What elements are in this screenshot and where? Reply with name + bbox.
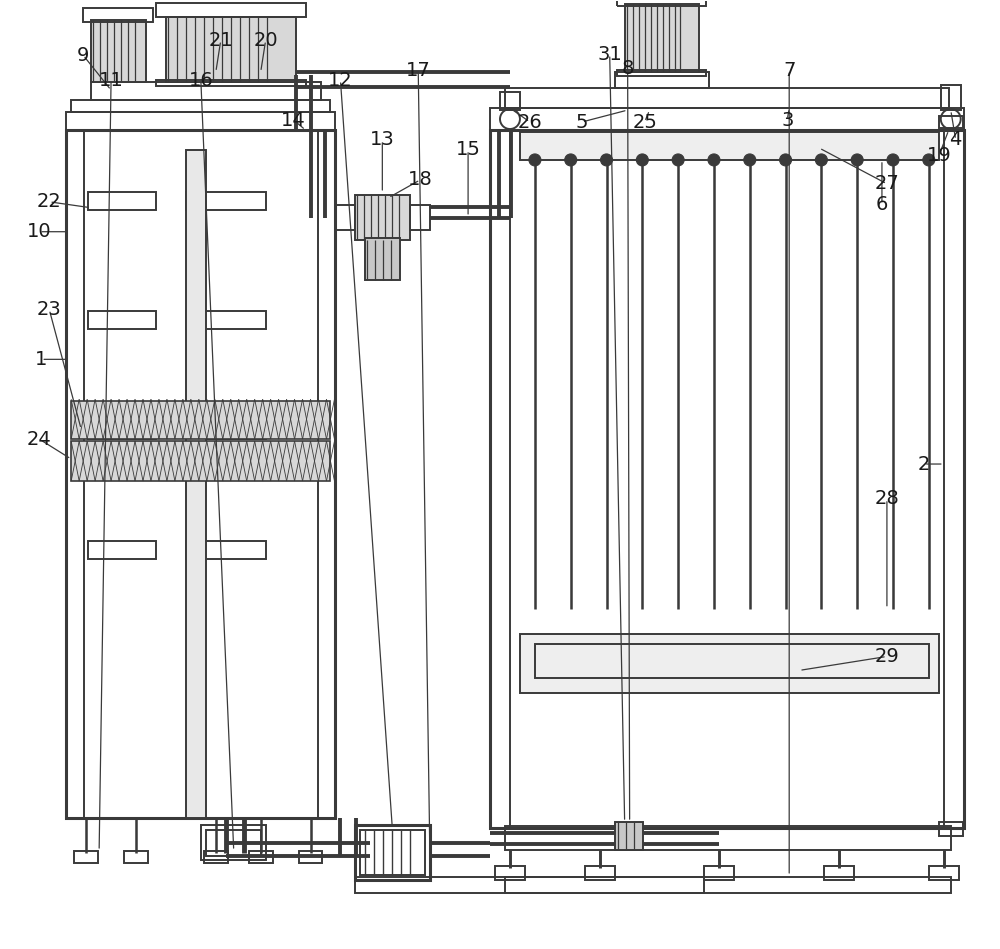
- Circle shape: [815, 154, 827, 166]
- Bar: [88, 311, 156, 329]
- Text: 7: 7: [783, 61, 795, 80]
- Text: 16: 16: [188, 70, 213, 89]
- Bar: [249, 851, 273, 863]
- Bar: [166, 17, 296, 83]
- Text: 29: 29: [875, 647, 899, 666]
- Bar: [206, 830, 261, 856]
- Circle shape: [923, 154, 935, 166]
- Text: 14: 14: [281, 110, 306, 130]
- Text: 10: 10: [27, 222, 52, 241]
- Text: 17: 17: [406, 61, 431, 80]
- Bar: [335, 205, 355, 230]
- Text: 18: 18: [408, 171, 433, 190]
- Bar: [535, 643, 929, 679]
- Bar: [355, 195, 410, 240]
- Bar: [355, 825, 430, 880]
- Bar: [88, 541, 156, 559]
- Bar: [625, 5, 699, 72]
- Text: 26: 26: [518, 113, 542, 132]
- Text: 20: 20: [253, 30, 278, 49]
- Text: 8: 8: [621, 59, 634, 78]
- Text: 22: 22: [37, 193, 62, 212]
- Bar: [355, 877, 704, 893]
- Bar: [520, 634, 939, 694]
- Circle shape: [744, 154, 756, 166]
- Bar: [88, 421, 156, 439]
- Bar: [71, 441, 330, 481]
- Text: 12: 12: [328, 70, 353, 89]
- Text: 11: 11: [99, 70, 123, 89]
- Bar: [939, 822, 963, 836]
- Bar: [929, 865, 959, 880]
- Bar: [186, 541, 266, 559]
- Text: 21: 21: [208, 30, 233, 49]
- Text: 13: 13: [370, 130, 395, 150]
- Bar: [201, 825, 266, 860]
- Bar: [505, 88, 949, 108]
- Bar: [617, 0, 706, 7]
- Bar: [91, 20, 146, 83]
- Circle shape: [529, 154, 541, 166]
- Bar: [490, 108, 964, 130]
- Bar: [186, 150, 206, 818]
- Bar: [71, 401, 330, 439]
- Text: 31: 31: [597, 45, 622, 64]
- Text: 6: 6: [876, 195, 888, 214]
- Circle shape: [780, 154, 792, 166]
- Bar: [585, 865, 615, 880]
- Bar: [88, 192, 156, 210]
- Bar: [74, 851, 98, 863]
- Bar: [156, 80, 306, 86]
- Bar: [704, 865, 734, 880]
- Bar: [156, 4, 306, 17]
- Bar: [824, 865, 854, 880]
- Bar: [941, 85, 961, 110]
- Bar: [500, 92, 520, 110]
- Text: 25: 25: [632, 113, 657, 132]
- Circle shape: [851, 154, 863, 166]
- Text: 9: 9: [77, 46, 89, 65]
- Bar: [71, 100, 330, 112]
- Bar: [83, 9, 153, 23]
- Text: 15: 15: [456, 140, 481, 159]
- Text: 1: 1: [35, 350, 47, 369]
- Circle shape: [565, 154, 577, 166]
- Bar: [495, 865, 525, 880]
- Text: 23: 23: [37, 300, 62, 319]
- Bar: [360, 830, 425, 875]
- Circle shape: [601, 154, 613, 166]
- Text: 24: 24: [27, 430, 52, 449]
- Bar: [520, 132, 939, 160]
- Bar: [204, 851, 228, 863]
- Circle shape: [887, 154, 899, 166]
- Bar: [186, 192, 266, 210]
- Bar: [66, 130, 335, 818]
- Circle shape: [708, 154, 720, 166]
- Text: 28: 28: [875, 490, 899, 509]
- Circle shape: [672, 154, 684, 166]
- Bar: [186, 421, 266, 439]
- Bar: [410, 205, 430, 230]
- Text: 5: 5: [576, 113, 588, 132]
- Bar: [299, 851, 322, 863]
- Bar: [939, 116, 963, 128]
- Bar: [505, 826, 951, 850]
- Bar: [615, 72, 709, 88]
- Text: 2: 2: [918, 455, 930, 474]
- Bar: [505, 877, 951, 893]
- Bar: [124, 851, 148, 863]
- Bar: [66, 112, 335, 130]
- Bar: [365, 237, 400, 280]
- Text: 27: 27: [875, 175, 899, 194]
- Text: 19: 19: [926, 146, 951, 165]
- Text: 3: 3: [781, 110, 793, 130]
- Bar: [186, 311, 266, 329]
- Bar: [615, 822, 643, 850]
- Bar: [91, 83, 320, 100]
- Bar: [490, 130, 964, 828]
- Text: 4: 4: [950, 130, 962, 150]
- Bar: [617, 70, 706, 76]
- Circle shape: [636, 154, 648, 166]
